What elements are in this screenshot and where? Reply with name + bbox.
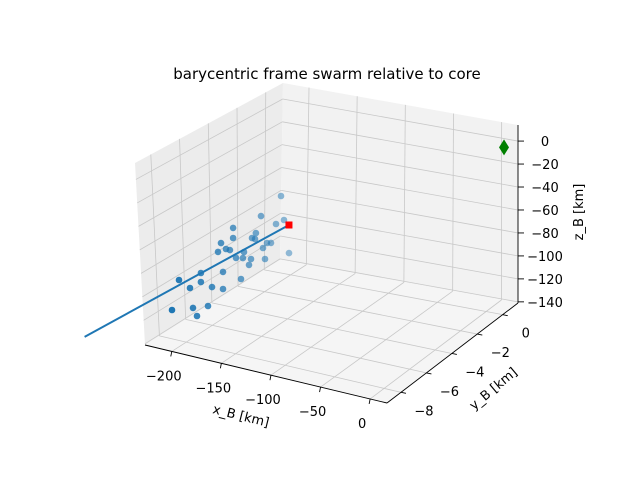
swarm-point [273,221,280,228]
y-tick-label: −4 [465,365,484,380]
swarm-point [278,193,285,200]
swarm-point [218,240,225,247]
y-tick-label: 0 [522,327,530,342]
swarm-point [238,276,245,283]
x-tick [270,375,271,380]
swarm-point [286,250,293,257]
z-tick-label: −120 [527,273,563,288]
swarm-point [252,236,259,243]
swarm-point [220,286,227,293]
z-tick-label: −20 [531,158,558,173]
swarm-point [198,279,205,286]
x-tick-label: 0 [358,417,366,432]
swarm-point [230,225,237,232]
swarm-point [246,262,253,269]
swarm-point [220,269,227,276]
swarm-point [194,313,201,320]
z-axis-label: z_B [km] [572,184,587,241]
y-tick-label: −6 [440,385,459,400]
swarm-point [260,245,267,252]
swarm-point [233,255,240,262]
swarm-point [169,307,176,314]
y-tick-label: −2 [491,346,510,361]
x-tick [220,363,221,368]
swarm-point [258,213,265,220]
z-tick-label: −100 [527,250,563,265]
z-tick-label: −60 [531,204,558,219]
swarm-point [240,255,247,262]
swarm-point [187,285,194,292]
swarm-point [268,240,275,247]
x-tick [171,351,172,356]
swarm-point [241,249,248,256]
x-tick-label: −50 [299,405,326,420]
z-tick-label: −140 [527,296,563,311]
z-tick-label: −40 [531,181,558,196]
y-tick [426,373,431,374]
barycenter-square-marker [285,221,292,228]
swarm-point [198,270,205,277]
x-tick-label: −200 [146,369,182,384]
x-tick-label: −100 [245,393,281,408]
swarm-point [205,303,212,310]
z-tick-label: 0 [541,135,549,150]
x-tick-label: −150 [196,381,232,396]
y-tick [477,334,482,335]
z-tick-label: −80 [531,227,558,242]
swarm-point [215,249,222,256]
swarm-point [230,235,237,242]
swarm-point [209,284,216,291]
y-tick-label: −8 [414,404,433,419]
swarm-point [262,256,269,263]
swarm-point [248,256,255,263]
x-tick [369,399,370,404]
swarm-point [176,277,183,284]
chart-title: barycentric frame swarm relative to core [173,65,480,83]
swarm-point [227,247,234,254]
swarm-point [190,305,197,312]
x-tick [320,387,321,392]
y-tick [503,315,508,316]
y-tick [452,353,457,354]
y-tick [401,392,406,393]
